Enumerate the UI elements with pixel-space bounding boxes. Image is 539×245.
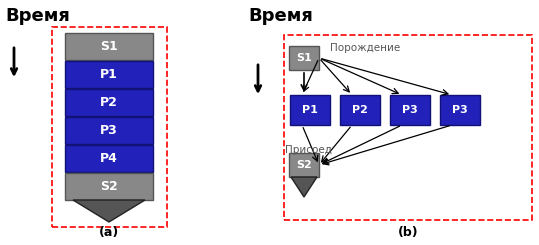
FancyBboxPatch shape	[65, 173, 153, 200]
FancyBboxPatch shape	[390, 95, 430, 125]
Polygon shape	[291, 177, 317, 197]
Text: P3: P3	[402, 105, 418, 115]
FancyBboxPatch shape	[340, 95, 380, 125]
FancyBboxPatch shape	[440, 95, 480, 125]
Polygon shape	[73, 200, 145, 222]
FancyBboxPatch shape	[65, 89, 153, 116]
Text: Порождение: Порождение	[330, 43, 400, 53]
Text: Время: Время	[248, 7, 313, 25]
Text: S1: S1	[296, 53, 312, 63]
FancyBboxPatch shape	[65, 145, 153, 172]
Text: Присоед: Присоед	[285, 145, 332, 155]
Text: P2: P2	[352, 105, 368, 115]
Text: S2: S2	[100, 180, 118, 193]
Text: P1: P1	[302, 105, 318, 115]
FancyBboxPatch shape	[65, 33, 153, 60]
FancyBboxPatch shape	[65, 117, 153, 144]
FancyBboxPatch shape	[290, 95, 330, 125]
Text: P3: P3	[100, 124, 118, 137]
FancyBboxPatch shape	[289, 46, 319, 70]
Text: P3: P3	[452, 105, 468, 115]
Text: (a): (a)	[99, 226, 120, 239]
Text: S2: S2	[296, 160, 312, 170]
FancyBboxPatch shape	[65, 61, 153, 88]
Text: P4: P4	[100, 152, 118, 165]
Text: Время: Время	[5, 7, 70, 25]
Text: S1: S1	[100, 40, 118, 53]
Text: (b): (b)	[398, 226, 418, 239]
FancyBboxPatch shape	[289, 153, 319, 177]
Text: P2: P2	[100, 96, 118, 109]
Text: P1: P1	[100, 68, 118, 81]
